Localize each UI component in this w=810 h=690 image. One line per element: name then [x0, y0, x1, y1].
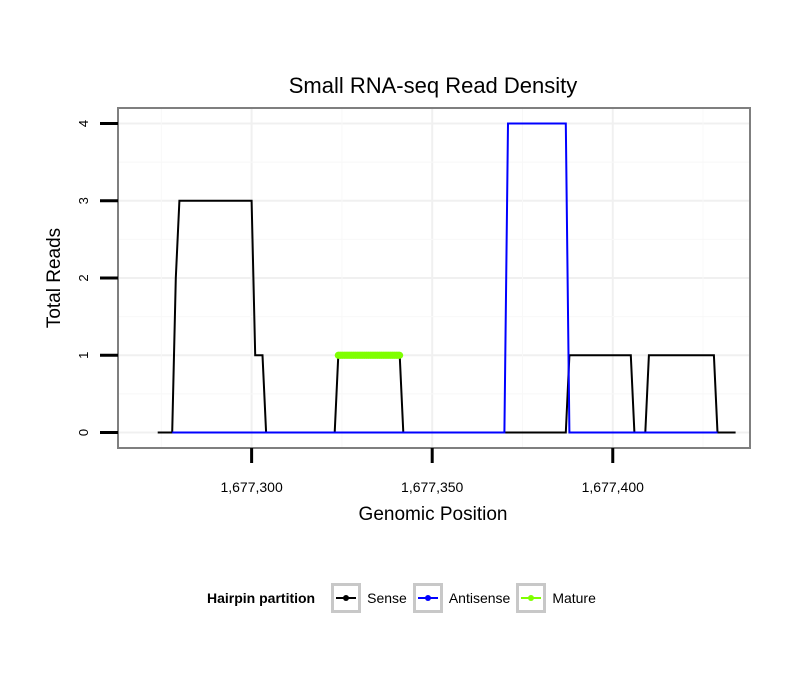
legend-item-antisense: Antisense [412, 583, 511, 613]
y-tick-label-0: 0 [76, 429, 91, 436]
legend-key-mature [516, 583, 547, 613]
legend-key-antisense [412, 583, 443, 613]
grid-minor [119, 109, 749, 447]
series-line-antisense [172, 122, 718, 434]
y-tick-label-2: 2 [76, 274, 91, 281]
x-tick-label-2: 1,677,400 [582, 479, 644, 495]
legend-key-sense [331, 583, 362, 613]
legend-label-sense: Sense [367, 590, 407, 606]
legend-label-antisense: Antisense [448, 590, 511, 606]
y-tick-label-3: 3 [76, 197, 91, 204]
x-axis-ticks: 1,677,300 1,677,350 1,677,400 [220, 448, 644, 495]
legend-item-sense: Sense [331, 583, 407, 613]
y-axis-label: Total Reads [44, 228, 65, 328]
x-tick-label-1: 1,677,350 [401, 479, 463, 495]
y-tick-label-4: 4 [76, 120, 91, 127]
y-tick-label-1: 1 [76, 352, 91, 359]
legend: Hairpin partition Sense Antisense Mature [207, 580, 602, 616]
y-axis-ticks: 0 1 2 3 4 [76, 120, 118, 436]
series-layer [157, 122, 736, 434]
x-tick-label-0: 1,677,300 [220, 479, 282, 495]
legend-label-mature: Mature [552, 590, 596, 606]
chart-title: Small RNA-seq Read Density [289, 73, 578, 98]
series-point-mature [395, 351, 403, 359]
legend-title: Hairpin partition [207, 590, 316, 606]
x-axis-label: Genomic Position [359, 504, 508, 525]
legend-item-mature: Mature [516, 583, 596, 613]
